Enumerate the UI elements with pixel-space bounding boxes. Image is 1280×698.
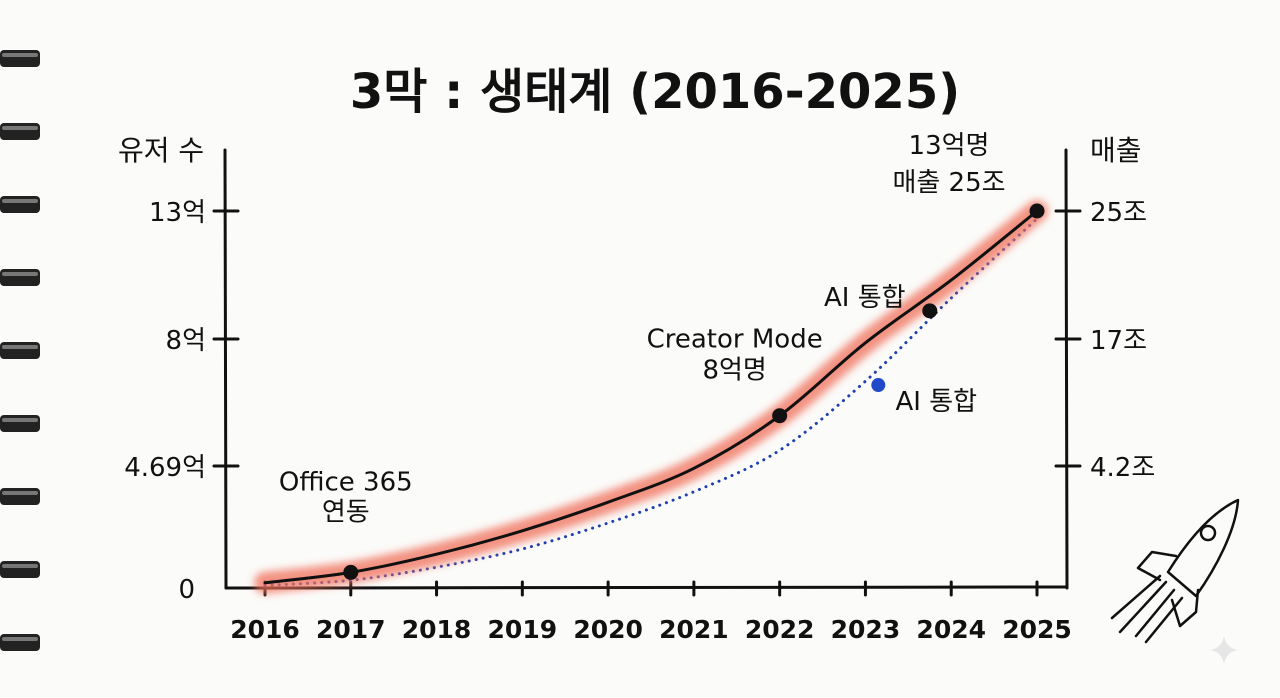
x-tick-label: 2020 [573,615,643,644]
annotation-line: Creator Mode [647,325,823,355]
spiral-ring [0,269,40,286]
x-tick-label: 2023 [831,615,901,644]
x-tick-label: 2019 [488,615,558,644]
main-series-point [1029,203,1045,219]
spiral-ring [0,123,40,140]
annotation-label: AI 통합 [896,387,978,417]
annotation-line: AI 통합 [896,387,978,417]
right-y-axis [1064,148,1069,590]
spiral-ring [0,561,40,578]
spiral-ring [0,415,40,432]
main-series-point [772,408,788,424]
annotation-line: 8억명 [702,356,766,386]
main-series-point [922,303,938,319]
x-tick-label: 2016 [230,615,300,644]
annotation-line: 매출 25조 [892,168,1005,198]
x-tick-label: 2018 [402,615,472,644]
spiral-ring [0,50,40,67]
left-y-axis [223,148,228,590]
spiral-ring [0,634,40,651]
axes [223,148,1069,590]
y-left-axis-label: 유저 수 [118,134,204,167]
x-tick-label: 2022 [745,615,815,644]
y-left-tick-label: 0 [178,575,195,605]
spiral-ring [0,196,40,213]
spiral-ring [0,488,40,505]
annotation-label: Office 365 연동 [279,467,413,527]
main-series-point [343,564,359,580]
axis-ticks: 2016 2017 2018 2019 2020 2021 2022 2023 2024 2025… [124,198,1155,644]
y-left-tick-label: 8억 [166,326,206,356]
annotation-line: 연동 [322,497,370,527]
annotation-label: AI 통합 [824,283,906,313]
x-axis [224,585,1069,590]
dotted-series-point [871,378,886,393]
spiral-ring [0,342,40,359]
y-right-axis-label: 매출 [1090,134,1142,167]
y-right-tick-label: 4.2조 [1090,453,1155,483]
annotation-line: Office 365 [279,467,413,497]
x-tick-label: 2017 [316,615,386,644]
annotation-line: 13억명 [909,131,990,161]
annotation-label: Creator Mode 8억명 [647,325,823,386]
series-layer [254,200,1048,594]
y-left-tick-label: 4.69억 [124,453,206,483]
x-tick-label: 2024 [916,615,986,644]
notebook-spiral [0,50,40,651]
main-series-line [263,209,1039,585]
x-tick-label: 2021 [659,615,729,644]
y-right-tick-label: 17조 [1090,326,1147,356]
annotation-line: AI 통합 [824,283,906,313]
y-left-tick-label: 13억 [149,198,206,228]
chart-title: 3막 : 생태계 (2016-2025) [350,64,960,120]
x-tick-label: 2025 [1002,615,1072,644]
rocket-icon [1110,498,1240,644]
sparkle-icon [1210,636,1238,664]
y-right-tick-label: 25조 [1090,198,1147,228]
